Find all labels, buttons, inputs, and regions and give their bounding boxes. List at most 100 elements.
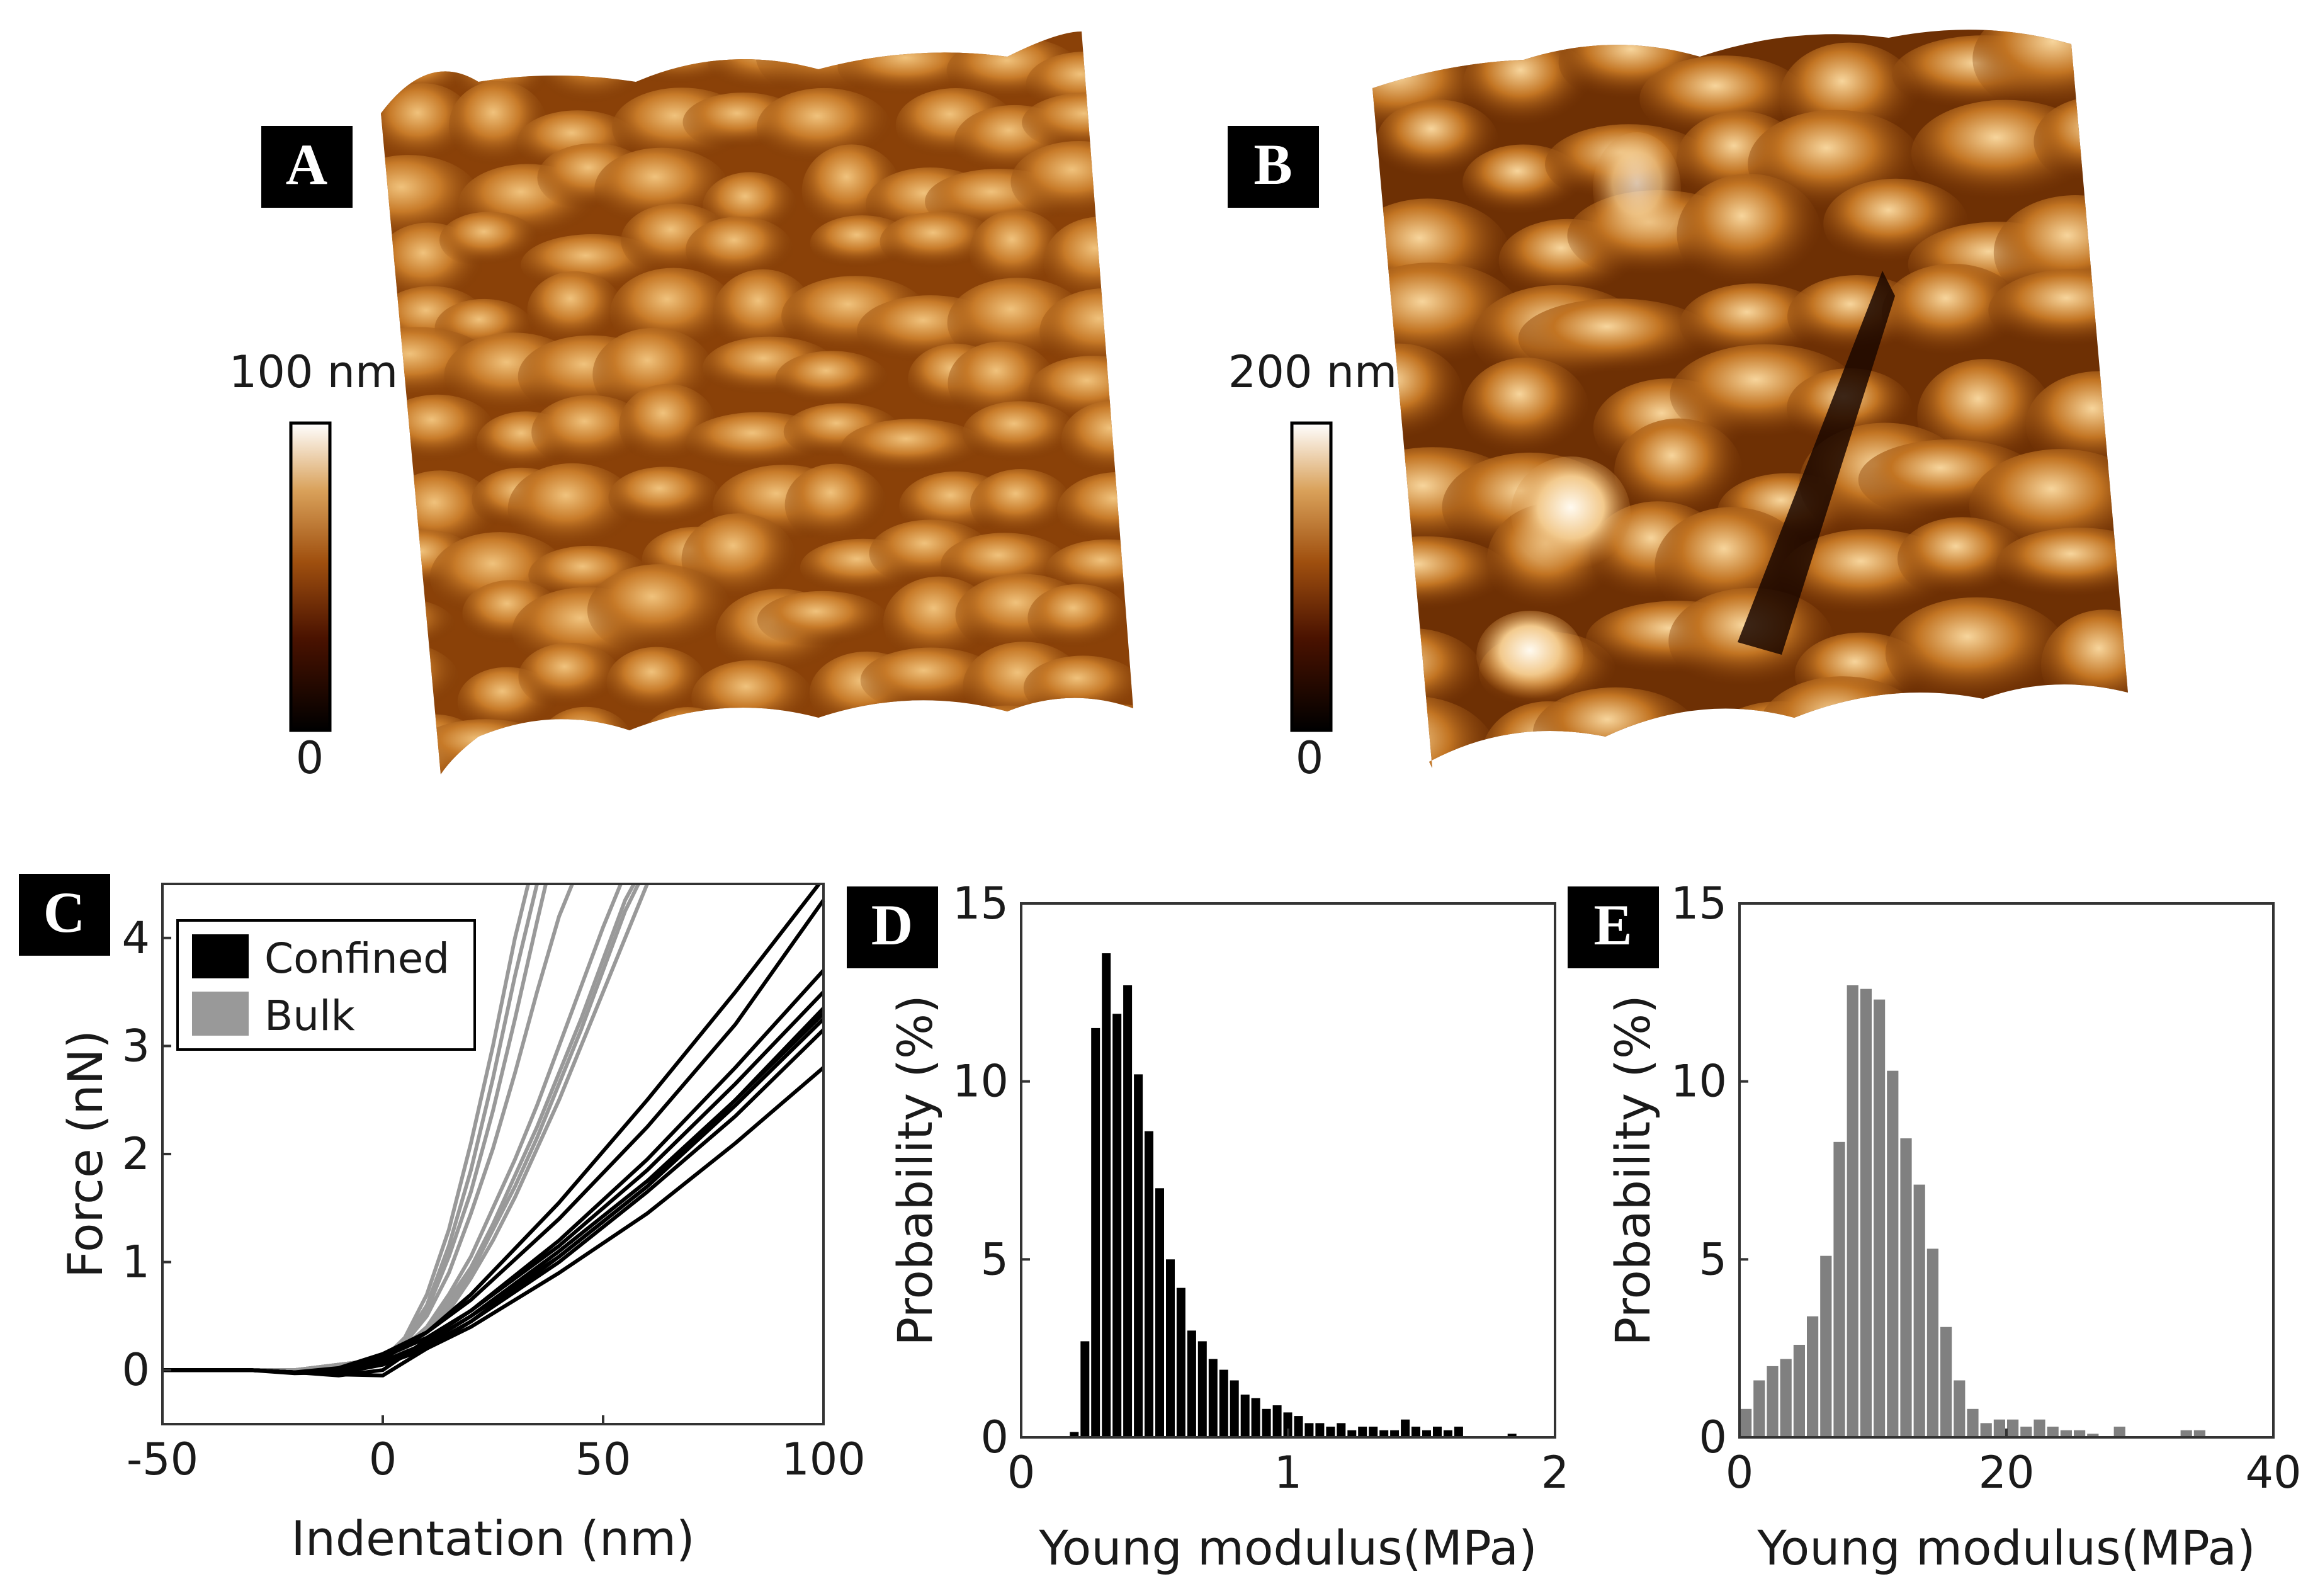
chart-d-bar: [1347, 1430, 1357, 1437]
afm-bump-a: [539, 706, 633, 774]
afm-bump-a: [775, 351, 888, 408]
panel-label-e: E: [1568, 886, 1659, 968]
afm-bump-a: [416, 719, 555, 774]
afm-bump-b: [1677, 174, 1822, 294]
chart-d-bar: [1379, 1430, 1389, 1437]
afm-bump-a: [840, 419, 986, 476]
afm-bump-a: [962, 401, 1077, 466]
colorbar-a: 100 nm 0: [229, 346, 398, 784]
chart-d-bar: [1411, 1427, 1420, 1437]
afm-bump-a: [606, 647, 707, 718]
chart-e-bar: [1993, 1419, 2005, 1437]
chart-d-bar: [1401, 1419, 1410, 1437]
afm-bump-b: [1882, 263, 2024, 363]
chart-d-bar: [1251, 1398, 1260, 1437]
afm-bump-b: [1996, 528, 2128, 603]
chart-d-bar: [1326, 1427, 1335, 1437]
afm-bump-b: [1907, 708, 2081, 769]
chart-d-y-tick-label: 10: [953, 1056, 1009, 1107]
svg-text:A: A: [286, 132, 327, 196]
chart-d-bar: [1433, 1427, 1442, 1437]
chart-c: -50 0 50 100 0 1 2 3 4 Confined Bulk Indentation…: [57, 883, 866, 1566]
svg-text:C: C: [43, 880, 85, 944]
afm-bump-a: [1027, 584, 1129, 652]
afm-bump-b: [1614, 418, 1743, 524]
chart-e-bar: [1940, 1327, 1952, 1437]
chart-d-bar: [1390, 1430, 1400, 1437]
afm-bump-b: [1532, 687, 1699, 769]
chart-d-bar: [1304, 1423, 1314, 1437]
chart-d-bar: [1283, 1412, 1293, 1437]
afm-bump-a: [1046, 539, 1133, 599]
chart-c-xlabel: Indentation (nm): [291, 1510, 694, 1566]
afm-bump-b: [1988, 269, 2128, 352]
chart-e-bar: [1820, 1255, 1832, 1437]
chart-d-bar: [1187, 1330, 1196, 1437]
chart-e-bar: [1913, 1184, 1925, 1437]
afm-bump-a: [587, 564, 732, 657]
chart-d-bar: [1369, 1427, 1378, 1437]
chart-e-bar: [1807, 1316, 1819, 1437]
chart-e-bar: [1954, 1380, 1966, 1437]
afm-bump-b: [1372, 696, 1498, 769]
chart-d-bar: [1080, 1341, 1090, 1437]
chart-e-x-tick-label: 40: [2245, 1447, 2301, 1498]
chart-d-bar: [1294, 1416, 1303, 1437]
colorbar-b-max-label: 200 nm: [1228, 346, 1397, 398]
chart-e-bar: [1967, 1408, 1979, 1437]
chart-c-y-tick-label: 0: [122, 1344, 150, 1396]
curve-confined-5: [162, 1007, 825, 1374]
chart-d-bar: [1134, 1074, 1143, 1437]
afm-bump-a: [518, 643, 621, 711]
afm-image-a: [381, 31, 1133, 774]
afm-bump-a: [381, 155, 482, 247]
chart-d: 0 1 2 0 5 10 15 Young modulus(MPa) Probability…: [887, 878, 1569, 1576]
chart-d-y-tick-label: 0: [980, 1412, 1009, 1463]
legend-swatch-confined: [192, 934, 249, 978]
afm-bump-b: [1372, 536, 1512, 616]
panel-label-d: D: [847, 886, 938, 968]
afm-bump-a: [934, 705, 1082, 774]
afm-bump-a: [381, 83, 475, 168]
afm-bump-a: [531, 395, 650, 470]
afm-bump-a: [640, 707, 736, 774]
afm-bump-b: [1518, 298, 1716, 379]
chart-e-bar: [1740, 1408, 1752, 1437]
chart-d-bar: [1166, 1259, 1175, 1437]
chart-e-bar: [2180, 1430, 2192, 1437]
chart-e-bar: [2034, 1419, 2045, 1437]
chart-e-x-tick-label: 0: [1726, 1447, 1754, 1498]
afm-bump-a: [880, 212, 998, 272]
afm-bump-a: [711, 708, 806, 774]
afm-bump-a: [881, 727, 1031, 774]
chart-d-y-tick-label: 15: [953, 878, 1009, 929]
colorbar-a-max-label: 100 nm: [229, 346, 398, 398]
chart-d-x-tick-label: 2: [1541, 1447, 1570, 1498]
panel-label-a: A: [261, 126, 353, 208]
afm-bump-b: [2034, 96, 2128, 187]
chart-c-ylabel: Force (nN): [57, 1030, 113, 1278]
afm-bump-a: [713, 269, 814, 359]
afm-bump-a: [381, 394, 495, 467]
afm-bump-a: [540, 31, 652, 109]
chart-e-bar: [2060, 1430, 2072, 1437]
chart-d-xlabel: Young modulus(MPa): [1038, 1520, 1537, 1576]
chart-d-bar: [1358, 1427, 1367, 1437]
chart-d-frame: [1020, 902, 1556, 1439]
afm-bump-b: [2041, 609, 2128, 720]
afm-image-b: [1372, 30, 2128, 769]
chart-c-y-tick-label: 2: [122, 1128, 150, 1180]
chart-e-bar: [1860, 988, 1872, 1437]
afm-bump-b: [2018, 692, 2128, 769]
chart-e-y-tick-label: 10: [1671, 1056, 1727, 1107]
chart-e-bar: [2074, 1430, 2086, 1437]
chart-d-bar: [1262, 1408, 1271, 1437]
chart-e-bar: [2047, 1427, 2059, 1437]
curve-confined-9: [162, 1012, 825, 1378]
chart-d-bar: [1272, 1405, 1282, 1437]
chart-e-bar: [1767, 1366, 1779, 1437]
chart-c-x-tick-label: 50: [575, 1434, 631, 1485]
chart-e-bar: [1926, 1248, 1938, 1437]
chart-e: 0 20 40 0 5 10 15 Young modulus(MPa) Probabili…: [1605, 878, 2302, 1576]
